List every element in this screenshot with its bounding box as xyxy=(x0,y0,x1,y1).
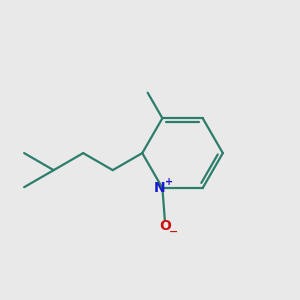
Text: O: O xyxy=(159,219,171,233)
Text: +: + xyxy=(165,177,173,187)
Text: −: − xyxy=(169,226,178,236)
Text: N: N xyxy=(154,181,166,195)
